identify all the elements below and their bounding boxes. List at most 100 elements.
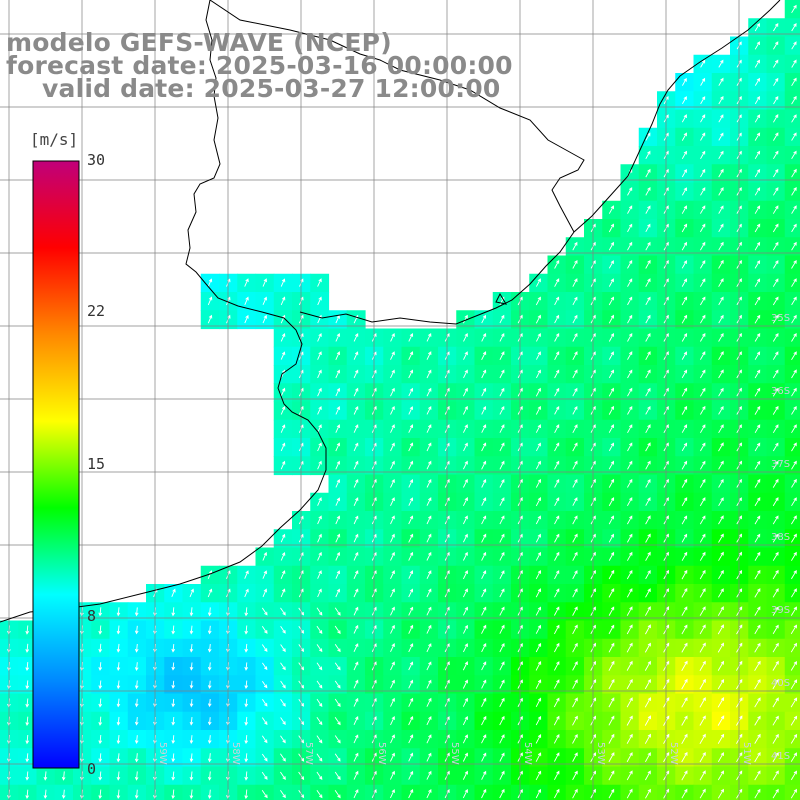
wind-arrow xyxy=(390,533,395,543)
wind-arrow xyxy=(408,387,414,397)
wind-arrow xyxy=(772,788,779,799)
wind-arrow xyxy=(134,625,139,635)
wind-arrow xyxy=(316,771,323,780)
wind-arrow xyxy=(189,789,194,800)
wind-arrow xyxy=(408,533,414,543)
wind-arrow xyxy=(389,789,395,799)
wind-arrow xyxy=(481,533,487,543)
wind-arrow xyxy=(408,770,414,780)
wind-arrow xyxy=(244,643,249,653)
wind-arrow xyxy=(334,789,341,799)
wind-arrow xyxy=(754,114,761,123)
wind-arrow xyxy=(681,351,687,360)
wind-arrow xyxy=(499,752,505,762)
wind-arrow xyxy=(262,314,267,324)
wind-arrow xyxy=(608,278,614,287)
wind-arrow xyxy=(572,661,578,671)
wind-arrow xyxy=(717,715,725,726)
wind-speed-cell xyxy=(784,730,800,749)
wind-arrow xyxy=(718,369,724,379)
wind-arrow xyxy=(353,405,359,415)
wind-arrow xyxy=(536,442,541,452)
wind-arrow xyxy=(462,497,468,507)
wind-arrow xyxy=(481,351,487,361)
wind-speed-cell xyxy=(784,474,800,494)
wind-arrow xyxy=(700,96,706,105)
wind-speed-cell xyxy=(784,438,800,457)
wind-arrow xyxy=(554,752,560,762)
wind-speed-cell xyxy=(657,784,676,800)
wind-arrow xyxy=(681,332,688,342)
wind-arrow xyxy=(644,697,651,708)
wind-arrow xyxy=(772,770,779,781)
wind-arrow xyxy=(626,624,633,635)
wind-arrow xyxy=(718,442,724,452)
wind-arrow xyxy=(134,662,139,672)
wind-arrow xyxy=(699,660,706,672)
wind-arrow xyxy=(553,733,560,744)
wind-arrow xyxy=(790,697,798,708)
wind-arrow xyxy=(773,41,779,50)
wind-arrow xyxy=(681,241,687,251)
wind-arrow xyxy=(262,570,268,579)
wind-arrow xyxy=(554,624,560,635)
wind-arrow xyxy=(335,588,341,598)
wind-arrow xyxy=(390,551,395,561)
wind-arrow xyxy=(171,753,176,763)
wind-arrow xyxy=(754,642,761,653)
wind-arrow xyxy=(317,405,322,415)
lon-label-56w: 56W xyxy=(376,742,387,765)
wind-arrow xyxy=(499,515,505,525)
wind-arrow xyxy=(353,643,359,652)
wind-arrow xyxy=(626,588,633,598)
wind-arrow xyxy=(699,715,706,726)
wind-arrow xyxy=(645,478,651,488)
wind-arrow xyxy=(334,680,341,689)
wind-arrow xyxy=(681,788,688,799)
wind-arrow xyxy=(644,642,651,653)
wind-arrow xyxy=(608,241,614,251)
wind-arrow xyxy=(353,424,359,433)
wind-arrow xyxy=(280,387,286,397)
wind-arrow xyxy=(353,551,359,561)
wind-arrow xyxy=(608,260,614,269)
wind-arrow xyxy=(353,351,359,360)
wind-arrow xyxy=(353,716,359,725)
wind-arrow xyxy=(772,660,779,671)
wind-arrow xyxy=(408,515,414,525)
wind-arrow xyxy=(754,205,761,214)
wind-arrow xyxy=(553,715,560,726)
wind-arrow xyxy=(189,588,194,598)
wind-speed-cell xyxy=(784,766,800,786)
wind-arrow xyxy=(645,168,651,178)
wind-arrow xyxy=(426,369,432,379)
wind-arrow xyxy=(754,168,761,178)
wind-arrow xyxy=(535,697,542,708)
wind-arrow xyxy=(645,259,651,269)
wind-arrow xyxy=(700,114,706,123)
wind-arrow xyxy=(335,478,341,488)
wind-arrow xyxy=(462,478,468,488)
wind-arrow xyxy=(627,478,633,488)
wind-arrow xyxy=(773,187,779,196)
wind-arrow xyxy=(626,752,633,763)
wind-arrow xyxy=(608,296,614,306)
lat-label-39s: 39S xyxy=(771,605,791,616)
wind-arrow xyxy=(426,770,432,780)
wind-arrow xyxy=(408,643,414,653)
wind-speed-cell xyxy=(784,54,800,74)
wind-arrow xyxy=(171,680,176,689)
wind-speed-cell xyxy=(784,346,800,366)
wind-arrow xyxy=(791,114,797,123)
wind-arrow xyxy=(645,442,651,452)
wind-arrow xyxy=(481,715,487,726)
wind-arrow xyxy=(244,680,249,690)
wind-arrow xyxy=(791,223,797,233)
wind-arrow xyxy=(772,223,779,233)
wind-arrow xyxy=(317,533,322,543)
wind-arrow xyxy=(353,478,359,488)
wind-arrow xyxy=(207,278,213,287)
wind-arrow xyxy=(700,387,706,397)
wind-arrow xyxy=(627,515,633,525)
wind-arrow xyxy=(463,369,468,379)
